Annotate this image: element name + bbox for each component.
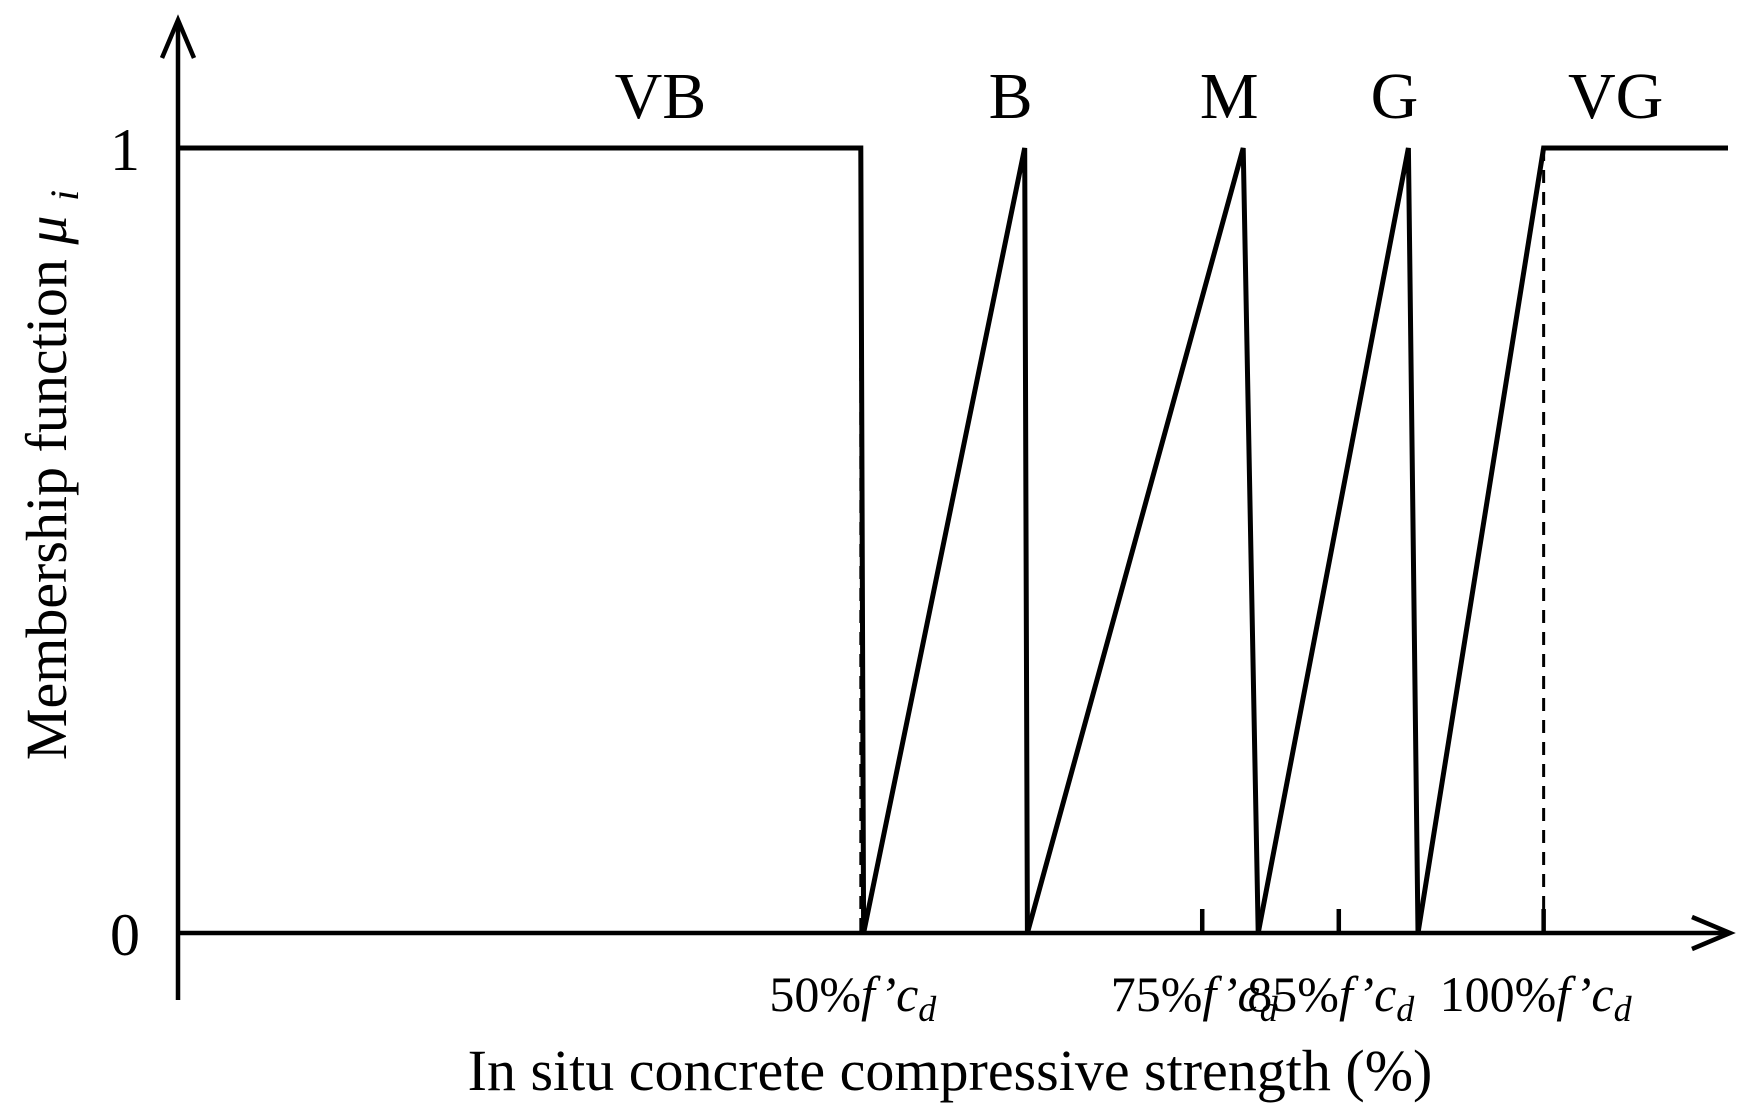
x-axis-arrow [1691,914,1736,952]
y-tick-label-1: 1 [110,117,140,183]
series-b-line [861,147,1030,934]
x-tick-label-75: 75%f’cd [1111,966,1279,1029]
series-m-line [1024,147,1261,934]
reference-lines [859,148,1546,933]
y-axis-title: Membership function μ i [14,190,87,760]
series-g-line [1255,147,1421,934]
y-tick-label-0: 0 [110,902,140,968]
set-label-g: G [1371,60,1419,133]
set-label-vg: VG [1568,60,1663,133]
set-label-vb: VB [615,60,707,133]
x-axis-title: In situ concrete compressive strength (%… [468,1038,1433,1103]
y-axis-arrow [159,14,197,59]
y-axis-title-symbol: μ [14,216,79,246]
x-tick-label-50: 50%f’cd [769,966,937,1029]
set-label-m: M [1200,60,1259,133]
series-vg-line [1415,145,1728,934]
series-layer [178,145,1728,934]
series-vb-line [178,145,867,934]
set-label-b: B [989,60,1033,133]
y-axis-title-text: Membership function [14,259,79,760]
x-tick-label-85: 85%f’cd [1247,966,1415,1029]
x-tick-label-100: 100%f’cd [1440,966,1633,1029]
y-axis-title-subscript: i [42,190,87,201]
set-labels: VB B M G VG [615,60,1664,133]
y-ticks: 01 [110,117,140,968]
